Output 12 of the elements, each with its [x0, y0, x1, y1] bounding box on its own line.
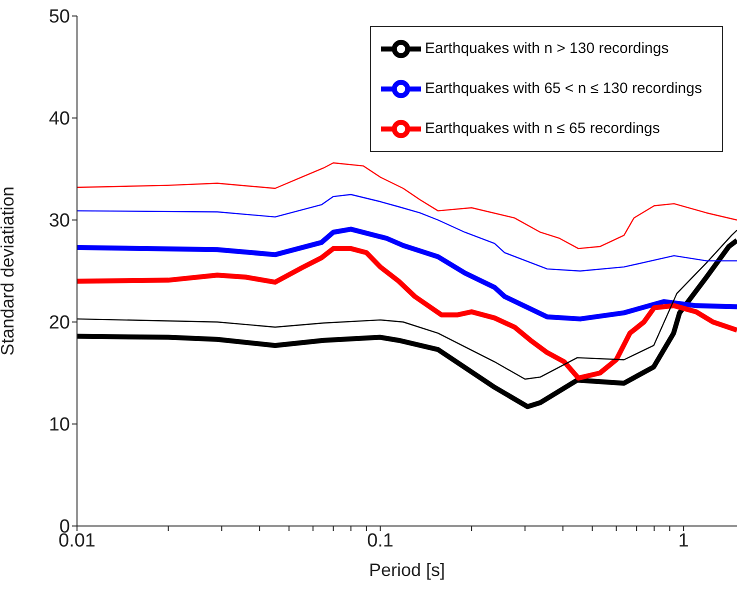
- y-tick-label: 40: [48, 108, 70, 130]
- legend-label: Earthquakes with n ≤ 65 recordings: [424, 120, 660, 137]
- y-tick-label: 20: [48, 312, 70, 334]
- y-tick-label: 10: [48, 414, 70, 436]
- legend-label: Earthquakes with n > 130 recordings: [424, 40, 669, 57]
- legend-label: Earthquakes with 65 < n ≤ 130 recordings: [424, 80, 702, 97]
- x-axis-title: Period [s]: [368, 560, 446, 580]
- x-tick-label: 1: [678, 530, 689, 552]
- x-tick-label: 0.1: [367, 530, 394, 552]
- y-tick-label: 50: [48, 6, 70, 28]
- y-axis-title: Standard deviatiation: [0, 186, 18, 356]
- y-tick-label: 30: [48, 210, 70, 232]
